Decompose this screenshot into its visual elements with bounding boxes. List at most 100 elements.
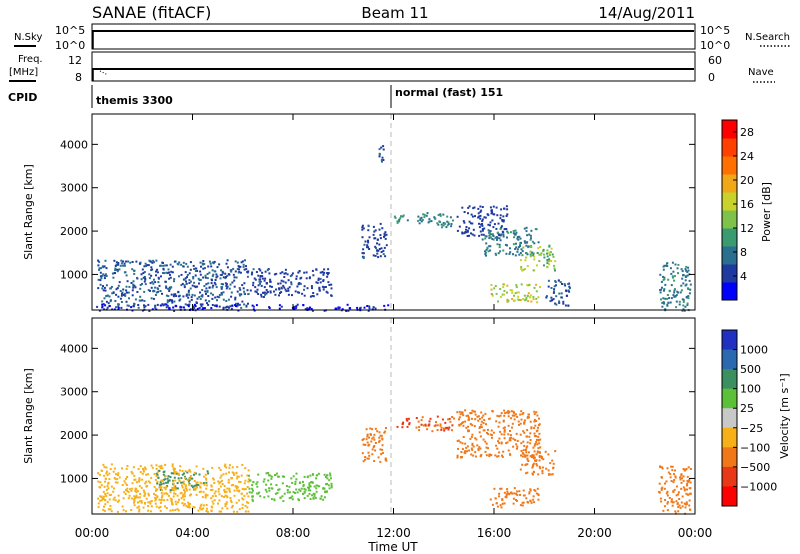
echo-cell <box>127 291 130 294</box>
echo-cell <box>665 492 668 495</box>
echo-cell <box>218 493 221 496</box>
echo-cell <box>201 303 204 306</box>
echo-cell <box>126 465 129 467</box>
echo-cell <box>126 304 129 307</box>
echo-cell <box>294 480 297 483</box>
echo-cell <box>497 222 500 225</box>
echo-cell <box>425 214 428 217</box>
echo-cell <box>478 431 481 434</box>
echo-cell <box>531 466 534 469</box>
echo-cell <box>117 500 119 503</box>
echo-cell <box>382 249 385 252</box>
echo-cell <box>522 501 525 504</box>
echo-cell <box>139 287 142 290</box>
echo-cell <box>212 284 215 287</box>
echo-cell <box>689 468 692 470</box>
echo-cell <box>205 484 208 487</box>
echo-cell <box>144 466 147 469</box>
echo-cell <box>528 233 531 236</box>
echo-cell <box>100 277 103 280</box>
echo-cell <box>503 414 506 417</box>
echo-cell <box>682 486 685 489</box>
echo-cell <box>223 465 226 468</box>
echo-cell <box>254 278 257 281</box>
echo-cell <box>499 228 502 230</box>
echo-cell <box>130 497 133 500</box>
echo-cell <box>526 429 529 432</box>
echo-cell <box>211 488 214 491</box>
echo-cell <box>478 226 481 229</box>
echo-cell <box>484 235 487 237</box>
echo-cell <box>227 478 230 481</box>
echo-cell <box>133 302 136 305</box>
echo-cell <box>167 475 170 478</box>
echo-cell <box>184 277 187 280</box>
echo-cell <box>473 234 476 237</box>
echo-cell <box>165 286 168 289</box>
echo-cell <box>516 250 519 253</box>
echo-cell <box>367 239 369 242</box>
echo-cell <box>323 268 326 271</box>
echo-cell <box>676 267 679 270</box>
echo-cell <box>364 456 367 458</box>
echo-cell <box>507 410 510 413</box>
echo-cell <box>470 232 472 235</box>
echo-cell <box>673 473 675 476</box>
echo-cell <box>378 243 381 246</box>
echo-cell <box>129 261 132 264</box>
echo-cell <box>295 277 298 280</box>
echo-cell <box>661 476 663 479</box>
echo-cell <box>534 489 537 492</box>
noise-tick-right-low: 10^0 <box>700 39 730 52</box>
echo-cell <box>543 256 546 259</box>
echo-cell <box>104 289 107 292</box>
echo-cell <box>239 294 241 297</box>
echo-cell <box>441 226 443 229</box>
echo-cell <box>482 422 485 425</box>
echo-cell <box>298 270 301 272</box>
echo-cell <box>231 466 234 469</box>
echo-cell <box>308 485 311 488</box>
echo-cell <box>545 296 548 299</box>
echo-region <box>417 212 454 229</box>
echo-cell <box>205 477 208 480</box>
echo-cell <box>110 510 113 513</box>
echo-cell <box>258 278 261 281</box>
echo-cell <box>140 501 143 504</box>
echo-cell <box>107 487 110 490</box>
echo-cell <box>168 271 170 274</box>
colorbar-swatch <box>722 228 737 247</box>
echo-cell <box>98 309 101 312</box>
echo-cell <box>510 491 513 494</box>
echo-cell <box>302 485 305 488</box>
echo-cell <box>346 303 349 306</box>
echo-cell <box>462 436 465 438</box>
echo-cell <box>472 228 475 231</box>
echo-cell <box>686 484 689 487</box>
echo-cell <box>120 306 123 309</box>
echo-cell <box>533 413 536 416</box>
echo-cell <box>179 469 181 472</box>
echo-cell <box>220 269 223 272</box>
echo-cell <box>98 267 101 270</box>
echo-cell <box>481 223 484 225</box>
echo-cell <box>262 296 265 298</box>
echo-cell <box>470 412 473 415</box>
echo-cell <box>309 474 312 477</box>
echo-cell <box>665 264 667 267</box>
echo-cell <box>181 470 184 472</box>
echo-cell <box>489 230 492 232</box>
echo-cell <box>480 423 483 426</box>
echo-cell <box>546 249 549 252</box>
echo-cell <box>101 300 104 303</box>
echo-cell <box>186 304 189 307</box>
echo-cell <box>526 284 529 287</box>
echo-cell <box>132 283 135 286</box>
echo-cell <box>215 273 218 276</box>
echo-cell <box>368 436 371 439</box>
echo-cell <box>220 479 223 482</box>
echo-cell <box>543 253 545 256</box>
echo-cell <box>469 423 472 425</box>
echo-cell <box>212 293 214 296</box>
echo-cell <box>517 291 520 294</box>
